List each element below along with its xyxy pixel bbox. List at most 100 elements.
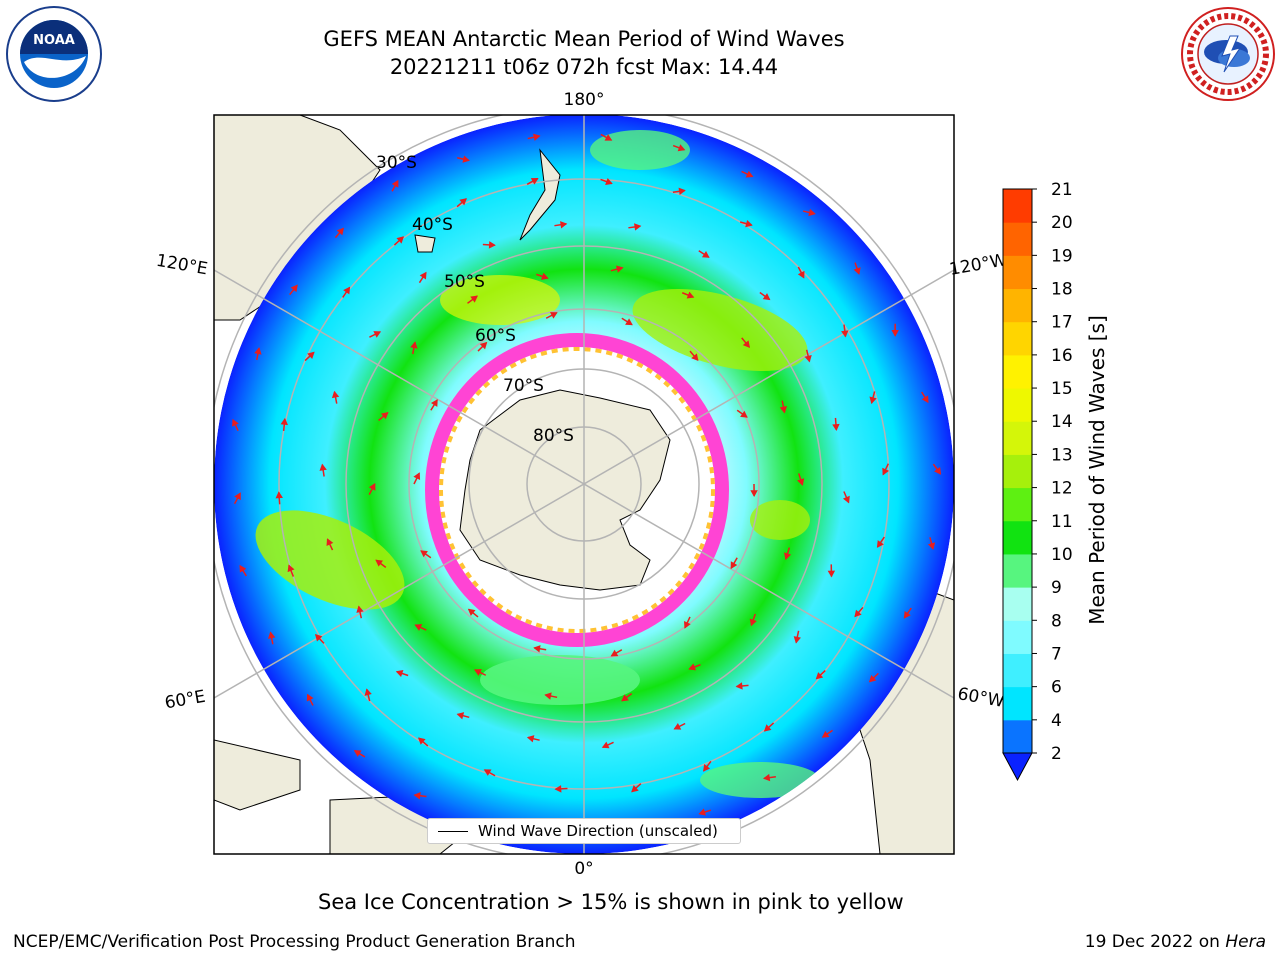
wave-direction-arrowhead (474, 669, 482, 676)
wave-direction-arrowhead (891, 330, 899, 337)
wave-direction-arrowhead (356, 605, 364, 613)
wave-direction-arrowhead (533, 645, 541, 653)
wave-direction-arrowhead (673, 722, 682, 730)
wave-direction-arrowhead (326, 538, 334, 546)
wave-direction-arrowhead (419, 271, 427, 280)
wave-direction-arrowhead (740, 410, 748, 418)
wave-direction-arrowhead (621, 694, 629, 702)
colorbar-segment (1003, 321, 1032, 356)
colorbar-tick-label: 8 (1051, 611, 1062, 631)
wave-direction-arrowhead (616, 265, 624, 273)
colorbar-segment (1003, 520, 1032, 555)
lat-label-50s: 50°S (444, 272, 485, 292)
wave-direction-arrowhead (688, 663, 697, 671)
colorbar-segment (1003, 487, 1032, 522)
wave-direction-arrowhead (903, 611, 911, 619)
wave-direction-arrowhead (808, 208, 816, 217)
lon-label-0: 0° (574, 859, 593, 879)
wave-direction-arrowhead (459, 198, 467, 206)
colorbar-label: Mean Period of Wind Waves [s] (1085, 315, 1109, 625)
lon-label-60w: 60°W (956, 684, 1006, 712)
colorbar-tick-label: 21 (1051, 180, 1073, 200)
wave-direction-arrowhead (698, 808, 706, 816)
wave-direction-arrowhead (526, 735, 535, 743)
wave-direction-arrowhead (749, 618, 757, 627)
wind-wave-direction-arrows (232, 133, 942, 839)
wave-direction-arrowhead (815, 672, 824, 680)
colorbar-frame (1002, 188, 1033, 754)
wave-direction-arrowhead (763, 724, 772, 732)
wave-direction-arrowhead (601, 741, 610, 749)
land-tasmania (414, 234, 436, 253)
wave-direction-arrowhead (364, 688, 372, 696)
wave-direction-arrowhead (683, 620, 691, 629)
wave-direction-arrowhead (331, 390, 340, 399)
wave-direction-arrowhead (821, 730, 830, 738)
wave-direction-arrowhead (804, 355, 812, 363)
wave-direction-arrowhead (832, 423, 840, 431)
wave-direction-arrowhead (234, 492, 241, 501)
wave-direction-arrowhead (267, 631, 276, 639)
footer-host: Hera (1225, 932, 1266, 952)
wave-direction-arrowhead (742, 340, 750, 348)
wave-direction-arrowhead (735, 682, 743, 690)
wave-direction-arrowhead (549, 312, 558, 319)
lon-label-180: 180° (564, 90, 605, 110)
footer-date-text: 19 Dec 2022 on (1084, 932, 1226, 952)
wave-direction-arrowhead (634, 223, 642, 231)
wave-direction-arrowhead (488, 241, 496, 249)
colorbar-tick-label: 9 (1051, 578, 1062, 598)
wave-direction-arrowhead (287, 564, 295, 573)
wave-direction-arrowhead (854, 609, 862, 618)
map-frame (213, 114, 955, 855)
wave-direction-arrowhead (343, 286, 351, 295)
colorbar-tick-label: 13 (1051, 445, 1073, 465)
lat-label-60s: 60°S (475, 326, 516, 346)
wave-direction-arrowhead (686, 291, 695, 299)
wave-direction-arrowhead (554, 785, 562, 793)
wave-direction-arrowhead (336, 227, 344, 236)
colorbar-tick-label: 15 (1051, 379, 1073, 399)
caption: Sea Ice Concentration > 15% is shown in … (318, 890, 904, 914)
noaa-logo: NOAA (6, 6, 102, 102)
wave-direction-arrowhead (793, 636, 801, 644)
wave-direction-arrowhead (413, 792, 421, 800)
colorbar-tick-label: 10 (1051, 545, 1073, 565)
wave-direction-arrowhead (232, 418, 239, 427)
wave-direction-arrowhead (827, 570, 836, 578)
wave-direction-arrowhead (762, 773, 771, 782)
wave-direction-arrowhead (430, 399, 438, 407)
colorbar-tick-label: 6 (1051, 678, 1062, 698)
wave-patch (632, 288, 808, 372)
colorbar-segment (1003, 388, 1032, 422)
colorbar-tick-label: 12 (1051, 479, 1073, 499)
wave-direction-arrowhead (275, 491, 283, 499)
lon-label-120e: 120°E (155, 251, 209, 280)
wave-direction-arrowhead (530, 178, 539, 185)
wave-patch (750, 500, 810, 540)
wave-direction-arrowhead (456, 712, 465, 720)
colorbar-segment (1003, 222, 1032, 256)
wave-patch (255, 510, 405, 610)
legend-line-sample (438, 831, 468, 832)
wave-direction-arrowhead (869, 396, 877, 405)
wave-direction-arrowhead (842, 495, 850, 504)
wave-direction-arrowhead (353, 750, 362, 757)
colorbar-segment (1003, 189, 1032, 223)
footer-date: 19 Dec 2022 on Hera (1085, 932, 1266, 952)
wave-direction-arrowhead (413, 472, 421, 481)
wave-direction-arrowhead (410, 341, 418, 349)
colorbar-segment (1003, 587, 1032, 621)
lon-label-120w: 120°W (948, 250, 1009, 280)
colorbar-segment (1003, 288, 1032, 323)
land-new-zealand (519, 148, 561, 241)
wave-direction-arrowhead (462, 155, 470, 163)
wave-direction-arrowhead (541, 272, 549, 280)
title-line-2: 20221211 t06z 072h fcst Max: 14.44 (389, 55, 779, 79)
wave-direction-arrowhead (631, 785, 639, 793)
colorbar-segment (1003, 653, 1032, 688)
wave-direction-arrowhead (703, 764, 711, 772)
wave-direction-arrowhead (701, 251, 710, 258)
wave-direction-arrowhead (375, 559, 383, 567)
